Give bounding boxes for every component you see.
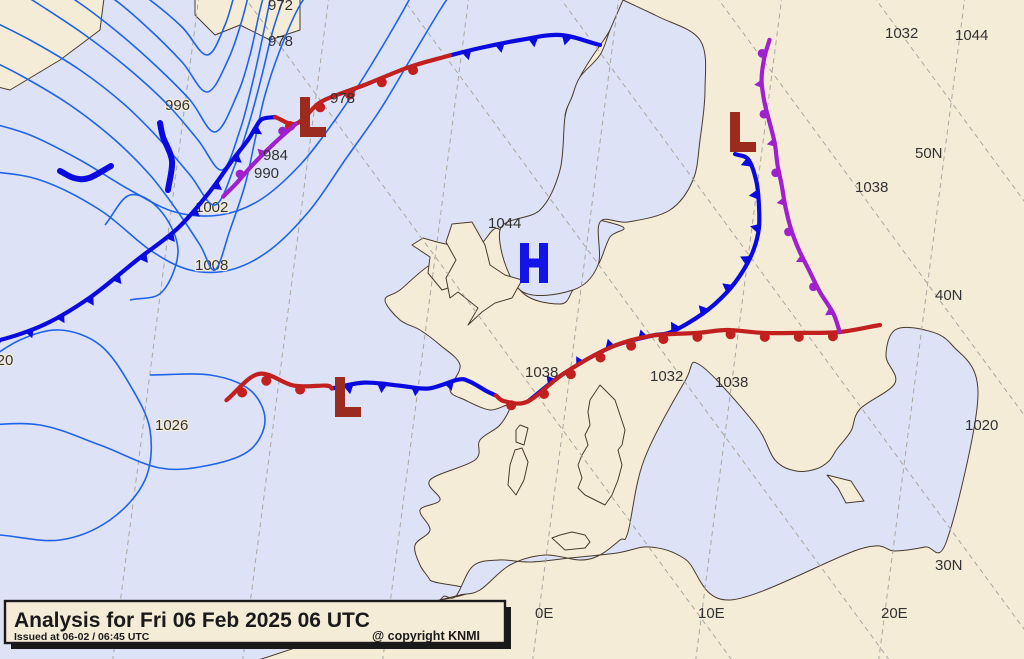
svg-text:Analysis for Fri 06 Feb 2025 0: Analysis for Fri 06 Feb 2025 06 UTC — [14, 609, 370, 632]
svg-text:1044: 1044 — [488, 215, 521, 232]
svg-text:1020: 1020 — [0, 352, 13, 369]
svg-text:972: 972 — [268, 0, 293, 14]
svg-text:1032: 1032 — [885, 25, 918, 42]
svg-text:1038: 1038 — [855, 179, 888, 196]
svg-text:1008: 1008 — [195, 257, 228, 274]
svg-text:@ copyright KNMI: @ copyright KNMI — [372, 629, 480, 643]
svg-text:40N: 40N — [935, 287, 963, 304]
svg-text:20E: 20E — [881, 605, 908, 622]
svg-text:50N: 50N — [915, 145, 943, 162]
svg-text:1026: 1026 — [155, 417, 188, 434]
svg-text:1020: 1020 — [965, 417, 998, 434]
svg-text:978: 978 — [330, 90, 355, 107]
svg-text:10E: 10E — [698, 605, 725, 622]
svg-text:0E: 0E — [535, 605, 553, 622]
svg-text:990: 990 — [254, 165, 279, 182]
svg-text:1044: 1044 — [955, 27, 988, 44]
svg-text:984: 984 — [263, 147, 288, 164]
svg-text:1038: 1038 — [525, 364, 558, 381]
svg-text:1038: 1038 — [715, 374, 748, 391]
svg-text:1032: 1032 — [650, 368, 683, 385]
svg-text:30N: 30N — [935, 557, 963, 574]
svg-text:Issued at 06-02 / 06:45 UTC: Issued at 06-02 / 06:45 UTC — [14, 631, 150, 643]
svg-text:978: 978 — [268, 33, 293, 50]
